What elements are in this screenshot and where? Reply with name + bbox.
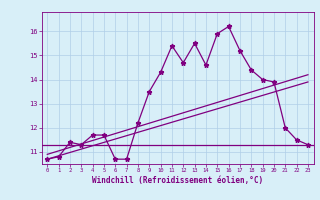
X-axis label: Windchill (Refroidissement éolien,°C): Windchill (Refroidissement éolien,°C) [92, 176, 263, 185]
